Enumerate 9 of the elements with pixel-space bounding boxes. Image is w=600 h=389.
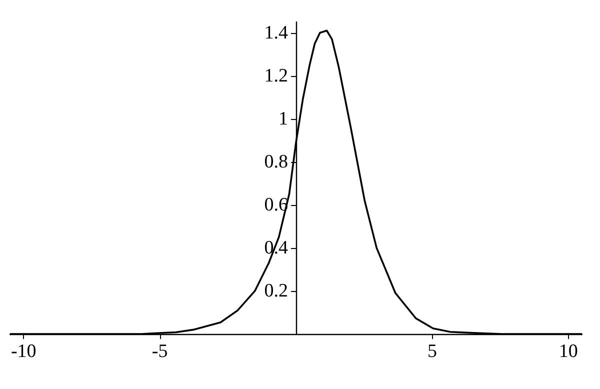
y-tick-label: 1 [278, 108, 288, 130]
x-tick-label: 10 [558, 341, 578, 362]
y-tick-label: 1.4 [264, 22, 288, 44]
x-tick-label: -5 [152, 341, 168, 362]
y-tick-label: 0.8 [264, 151, 288, 172]
x-tick-label: -10 [10, 341, 36, 362]
y-tick-label: 0.2 [264, 280, 288, 302]
y-tick-label: 1.2 [264, 65, 288, 86]
x-tick-label: 5 [427, 341, 437, 362]
